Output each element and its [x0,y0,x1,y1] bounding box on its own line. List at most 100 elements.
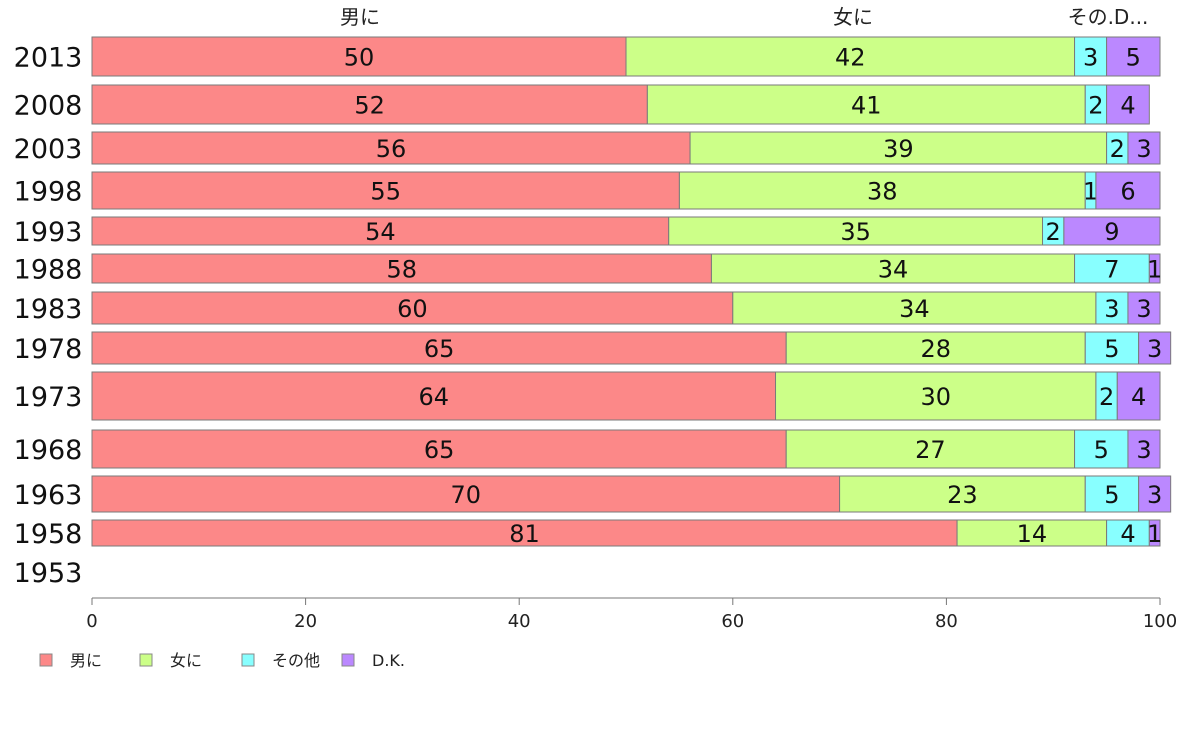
bar-value-label: 60 [397,295,428,323]
bar-segment [1127,429,1161,469]
bar-segment [91,84,648,125]
bar-value-label: 1 [1147,520,1162,548]
bar-value-label: 3 [1147,481,1162,509]
year-label: 1973 [14,382,83,413]
legend-swatch [341,653,355,667]
bar-value-label: 30 [920,383,951,411]
bar-segment [839,475,1086,513]
x-tick-label: 80 [935,611,958,632]
bar-value-label: 5 [1094,436,1109,464]
bar-value-label: 81 [509,520,540,548]
x-tick-label: 100 [1143,611,1177,632]
bar-value-label: 56 [376,135,407,163]
bar-value-label: 5 [1104,335,1119,363]
bar-value-label: 9 [1104,218,1119,246]
bar-value-label: 41 [851,92,882,120]
bar-segment [1138,331,1172,365]
bar-value-label: 1 [1083,178,1098,206]
x-axis: 0 20 40 60 80 100 [86,597,1177,632]
bar-segment [91,253,712,284]
bar-segment [1063,216,1161,246]
bar-value-label: 5 [1126,44,1141,72]
bar-value-label: 27 [915,436,946,464]
segment-header-label: 男に [340,5,380,29]
bar-value-label: 4 [1120,92,1135,120]
bar-segment [1106,36,1161,77]
legend-label: D.K. [372,651,405,670]
bar-segment [1106,84,1150,125]
bar-segment [1074,36,1108,77]
segment-header-labels: 男に 女に その.D... [340,5,1148,29]
bar-value-label: 3 [1136,436,1151,464]
year-label: 1998 [14,177,83,208]
bar-segment [678,171,1086,210]
bar-segment [710,253,1076,284]
bar-value-label: 2 [1110,135,1125,163]
year-label: 1958 [14,519,83,550]
bar-value-label: 39 [883,135,914,163]
bar-segment [1084,331,1140,365]
bar-segment [1127,131,1161,165]
bar-segment [1084,475,1140,513]
bar-segment [732,291,1097,325]
bar-value-label: 34 [878,256,909,284]
bar-segment [785,331,1086,365]
bar-segment [625,36,1076,77]
bar-value-label: 2 [1046,218,1061,246]
bar-value-label: 58 [386,256,417,284]
legend-swatch [39,653,53,667]
bar-segment [91,429,787,469]
bar-value-label: 3 [1136,135,1151,163]
legend-label: 女に [170,651,202,670]
bar-segment [1095,171,1161,210]
bar-segment [91,216,670,246]
legend-label: その他 [272,651,320,670]
year-label: 1993 [14,217,83,248]
bar-segment [91,519,958,547]
bar-value-label: 34 [899,295,930,323]
year-label: 2013 [14,43,83,74]
bar-segment [91,171,680,210]
bar-value-label: 5 [1104,481,1119,509]
bar-segment [1127,291,1161,325]
bar-value-label: 1 [1147,256,1162,284]
bar-value-label: 7 [1104,256,1119,284]
segment-header-label: その.D... [1068,5,1149,29]
bar-value-label: 38 [867,178,898,206]
bar-segment [1148,519,1161,547]
year-label: 1988 [14,255,83,286]
bar-value-label: 52 [354,92,385,120]
bar-value-label: 35 [840,218,871,246]
legend-swatch [241,653,255,667]
bar-segment [91,475,841,513]
bar-value-label: 42 [835,44,866,72]
x-tick-label: 40 [508,611,531,632]
x-tick-label: 60 [721,611,744,632]
bar-segment [785,429,1076,469]
year-label: 1963 [14,480,83,511]
bar-value-label: 65 [424,436,455,464]
bar-segment [91,331,787,365]
bar-segment [689,131,1108,165]
year-label: 1968 [14,435,83,466]
bar-segment [1116,371,1161,421]
bar-value-label: 14 [1017,520,1048,548]
bar-value-label: 70 [451,481,482,509]
x-tick-label: 20 [294,611,317,632]
bar-value-label: 4 [1120,520,1135,548]
segment-header-label: 女に [833,5,873,29]
bar-value-label: 2 [1088,92,1103,120]
year-label: 1953 [14,558,83,589]
bar-segment [956,519,1108,547]
bar-segment [1074,429,1129,469]
bar-segment [1138,475,1172,513]
bar-segment [91,291,734,325]
bar-value-label: 50 [344,44,375,72]
bar-segment [1074,253,1150,284]
bar-value-label: 3 [1104,295,1119,323]
bar-segment [646,84,1086,125]
year-label: 1983 [14,294,83,325]
bar-value-label: 3 [1083,44,1098,72]
